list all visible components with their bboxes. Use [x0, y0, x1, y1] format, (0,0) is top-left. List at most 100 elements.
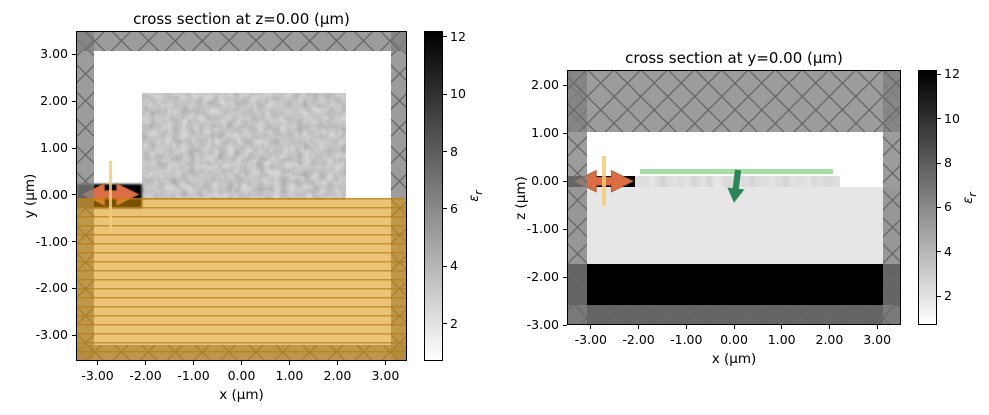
x-tick-mark — [193, 361, 195, 365]
x-tick-label: 1.00 — [767, 332, 796, 347]
x-tick-label: -3.00 — [574, 332, 608, 347]
colorbar — [424, 31, 443, 361]
x-tick-label: 3.00 — [371, 368, 400, 383]
waveguide-texture — [634, 176, 840, 188]
y-tick-mark — [563, 228, 567, 230]
y-tick-label: -2.00 — [526, 269, 559, 285]
colorbar-tick-mark — [443, 93, 447, 95]
y-tick-label: 0.00 — [531, 173, 559, 189]
noise-medium — [141, 92, 346, 200]
pml-region — [568, 71, 588, 324]
colorbar — [918, 70, 937, 325]
plot-title: cross section at z=0.00 (μm) — [133, 10, 350, 28]
y-tick-mark — [72, 53, 76, 55]
y-tick-label: 2.00 — [531, 77, 559, 93]
pml-region — [77, 32, 406, 51]
axes-right-plot — [567, 70, 901, 325]
colorbar-tick-mark — [937, 206, 941, 208]
y-tick-mark — [563, 180, 567, 182]
y-tick-mark — [563, 132, 567, 134]
epsilon-symbol: ε — [467, 194, 483, 202]
pml-region — [568, 304, 900, 324]
y-tick-label: 0.00 — [40, 186, 68, 202]
x-tick-mark — [638, 325, 640, 329]
y-tick-label: -1.00 — [526, 221, 559, 237]
x-tick-mark — [97, 361, 99, 365]
x-tick-label: -2.00 — [622, 332, 655, 347]
colorbar-tick-label: 4 — [944, 243, 952, 259]
x-tick-label: -2.00 — [129, 368, 162, 383]
x-tick-label: 3.00 — [863, 332, 892, 347]
y-tick-mark — [72, 287, 76, 289]
axes-left-plot — [76, 31, 407, 361]
colorbar-tick-mark — [937, 162, 941, 164]
mode-monitor-line — [639, 169, 834, 174]
colorbar-tick-mark — [937, 251, 941, 253]
x-axis-label: x (μm) — [711, 351, 757, 367]
epsilon-symbol: ε — [961, 196, 977, 204]
colorbar-tick-mark — [443, 151, 447, 153]
pml-region — [882, 71, 900, 324]
x-tick-mark — [590, 325, 592, 329]
colorbar-tick-mark — [937, 295, 941, 297]
colorbar-tick-mark — [443, 208, 447, 210]
y-tick-label: 1.00 — [531, 125, 559, 141]
y-tick-mark — [563, 276, 567, 278]
colorbar-tick-label: 4 — [450, 258, 458, 274]
y-tick-label: 3.00 — [40, 46, 68, 62]
colorbar-tick-label: 6 — [450, 200, 458, 216]
x-tick-label: -1.00 — [670, 332, 703, 347]
y-tick-mark — [72, 334, 76, 336]
x-tick-mark — [685, 325, 687, 329]
y-tick-mark — [563, 324, 567, 326]
colorbar-tick-label: 10 — [450, 86, 466, 102]
x-tick-label: -3.00 — [81, 368, 114, 383]
y-tick-mark — [563, 84, 567, 86]
y-tick-label: -2.00 — [35, 280, 68, 296]
y-tick-mark — [72, 194, 76, 196]
colorbar-tick-label: 8 — [944, 155, 952, 171]
y-tick-mark — [72, 147, 76, 149]
colorbar-tick-label: 6 — [944, 199, 952, 215]
x-tick-label: 2.00 — [323, 368, 352, 383]
colorbar-tick-label: 10 — [944, 110, 960, 126]
colorbar-tick-label: 12 — [944, 66, 960, 82]
epsilon-subscript: r — [965, 191, 979, 197]
colorbar-tick-mark — [937, 118, 941, 120]
source-line — [108, 161, 113, 233]
y-tick-mark — [72, 100, 76, 102]
source-line — [601, 155, 606, 207]
substrate-region — [77, 198, 406, 360]
colorbar-label: εr — [467, 190, 485, 201]
x-tick-mark — [336, 361, 338, 365]
x-tick-mark — [241, 361, 242, 365]
pml-region — [568, 71, 900, 133]
colorbar-tick-mark — [937, 73, 941, 75]
x-tick-mark — [145, 361, 147, 365]
colorbar-tick-label: 2 — [450, 315, 458, 331]
y-tick-label: -1.00 — [35, 233, 68, 249]
x-tick-mark — [828, 325, 830, 329]
y-tick-label: 1.00 — [40, 140, 68, 156]
y-tick-label: 2.00 — [40, 93, 68, 109]
y-tick-label: -3.00 — [526, 317, 559, 332]
x-tick-mark — [384, 361, 386, 365]
x-tick-label: -1.00 — [177, 368, 210, 383]
colorbar-tick-mark — [443, 36, 447, 38]
y-tick-label: -3.00 — [35, 327, 68, 343]
x-tick-mark — [781, 325, 783, 329]
oxide-layer — [568, 187, 900, 264]
colorbar-label: εr — [961, 192, 979, 203]
x-tick-label: 0.00 — [720, 332, 748, 347]
x-tick-mark — [876, 325, 878, 329]
x-axis-label: x (μm) — [219, 387, 264, 403]
x-tick-label: 2.00 — [815, 332, 844, 347]
colorbar-tick-mark — [443, 323, 447, 325]
colorbar-tick-mark — [443, 265, 447, 267]
x-tick-label: 0.00 — [227, 368, 256, 383]
colorbar-tick-label: 2 — [944, 288, 952, 304]
x-tick-mark — [288, 361, 290, 365]
colorbar-tick-label: 12 — [450, 28, 466, 44]
x-tick-mark — [733, 325, 735, 329]
